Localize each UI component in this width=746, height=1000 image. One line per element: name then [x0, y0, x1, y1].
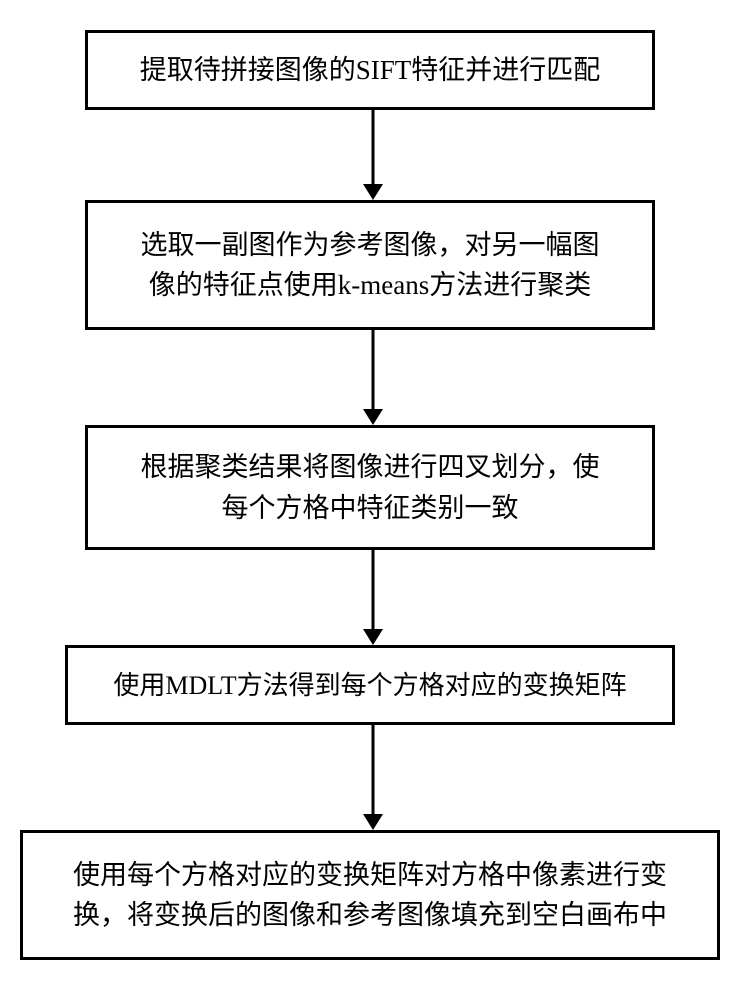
node-text: 根据聚类结果将图像进行四叉划分，使 每个方格中特征类别一致	[133, 443, 608, 532]
flowchart-node: 使用每个方格对应的变换矩阵对方格中像素进行变 换，将变换后的图像和参考图像填充到…	[20, 830, 720, 960]
flowchart-arrow	[363, 330, 383, 425]
flowchart-arrow	[363, 550, 383, 645]
flowchart-arrow	[363, 725, 383, 830]
node-text: 使用MDLT方法得到每个方格对应的变换矩阵	[105, 662, 634, 709]
flowchart-arrow	[363, 110, 383, 200]
node-text: 提取待拼接图像的SIFT特征并进行匹配	[132, 46, 609, 95]
flowchart-node: 使用MDLT方法得到每个方格对应的变换矩阵	[65, 645, 675, 725]
flowchart-node: 选取一副图作为参考图像，对另一幅图 像的特征点使用k-means方法进行聚类	[85, 200, 655, 330]
flowchart-node: 提取待拼接图像的SIFT特征并进行匹配	[85, 30, 655, 110]
flowchart-canvas: 提取待拼接图像的SIFT特征并进行匹配 选取一副图作为参考图像，对另一幅图 像的…	[0, 0, 746, 1000]
node-text: 选取一副图作为参考图像，对另一幅图 像的特征点使用k-means方法进行聚类	[133, 221, 608, 310]
flowchart-node: 根据聚类结果将图像进行四叉划分，使 每个方格中特征类别一致	[85, 425, 655, 550]
node-text: 使用每个方格对应的变换矩阵对方格中像素进行变 换，将变换后的图像和参考图像填充到…	[65, 851, 675, 940]
